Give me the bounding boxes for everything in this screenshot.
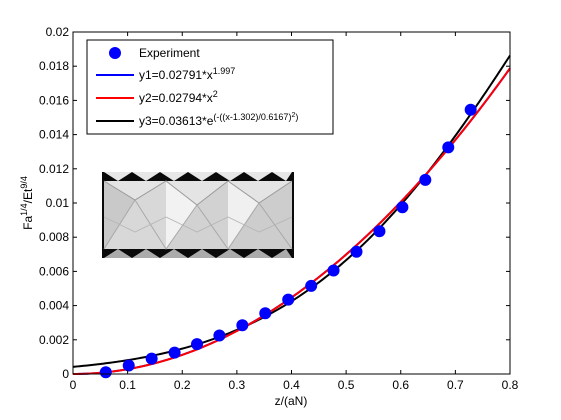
x-tick-label: 0.1 [119,378,136,392]
experiment-point [373,225,386,238]
experiment-point [396,201,409,214]
x-tick-label: 0 [70,378,77,392]
x-tick-label: 0.8 [502,378,519,392]
x-axis-label: z/(aN) [275,394,308,408]
legend-label-y3: y3=0.03613*e(-((x-1.302)/0.6167)2) [139,112,298,129]
experiment-point [168,346,181,359]
x-tick-label: 0.2 [174,378,191,392]
experiment-point [122,359,135,372]
y-tick-label: 0.004 [39,299,69,313]
experiment-point [99,366,112,379]
experiment-point [282,293,295,306]
experiment-point [464,103,477,116]
experiment-markers [99,103,477,379]
experiment-point [350,245,363,258]
y-tick-label: 0.02 [46,25,70,39]
experiment-point [145,352,158,365]
legend-label-y1: y1=0.02791*x1.997 [139,66,235,82]
legend-marker-experiment [109,47,121,59]
x-tick-label: 0.6 [392,378,409,392]
legend-box [86,39,334,135]
experiment-point [213,329,226,342]
y-tick-label: 0 [62,367,69,381]
y-tick-label: 0.008 [39,230,69,244]
experiment-point [190,338,203,351]
y-tick-label: 0.014 [39,128,69,142]
y-axis-label: Fa1/4/Et9/4 [19,176,35,230]
experiment-point [305,279,318,292]
experiment-point [419,173,432,186]
x-tick-label: 0.3 [229,378,246,392]
x-axis-ticks: 0 0.1 0.2 0.3 0.4 0.5 0.6 0.7 0.8 [70,32,519,392]
y-tick-label: 0.002 [39,333,69,347]
y-tick-label: 0.01 [46,196,70,210]
x-tick-label: 0.7 [447,378,464,392]
experiment-point [327,264,340,277]
legend-label-y2: y2=0.02794*x2 [139,89,218,105]
experiment-point [442,141,455,154]
inset-image-origami [102,172,294,258]
experiment-point [236,319,249,332]
y-tick-label: 0.016 [39,93,69,107]
experiment-point [259,307,272,320]
y-tick-label: 0.012 [39,162,69,176]
x-tick-label: 0.4 [283,378,300,392]
y-tick-label: 0.006 [39,264,69,278]
x-tick-label: 0.5 [338,378,355,392]
legend-label-experiment: Experiment [139,46,200,60]
legend: Experiment y1=0.02791*x1.997 y2=0.02794*… [86,39,334,135]
y-tick-label: 0.018 [39,59,69,73]
y-axis-ticks: 0 0.002 0.004 0.006 0.008 0.01 0.012 0.014 0.016… [39,25,510,381]
